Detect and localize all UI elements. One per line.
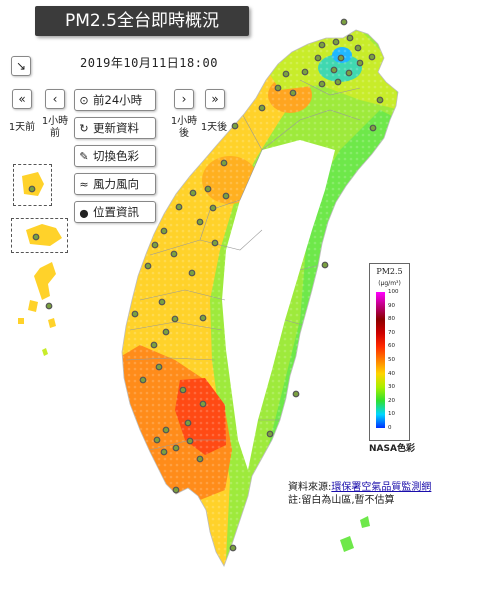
tool-label: 風力風向 <box>93 177 139 191</box>
refresh-data-button[interactable]: ↻ 更新資料 <box>74 117 156 139</box>
next-day-button[interactable]: » <box>205 89 225 109</box>
tool-label: 切換色彩 <box>93 149 139 163</box>
source-prefix: 資料來源: <box>288 482 332 493</box>
color-scale-name: NASA色彩 <box>369 444 415 454</box>
current-datetime: 2019年10月11日18:00 <box>80 56 218 70</box>
legend-tick: 10 <box>388 411 395 418</box>
next-hour-label: 1小時後 <box>170 116 198 139</box>
pm25-legend: PM2.5 (μg/m³) 100 90 80 70 60 50 40 30 20 10 0 <box>369 263 410 441</box>
tool-label: 位置資訊 <box>93 205 139 219</box>
legend-tick: 30 <box>388 384 395 391</box>
legend-tick: 100 <box>388 289 399 295</box>
legend-tick: 60 <box>388 343 395 350</box>
tool-label: 更新資料 <box>93 121 139 135</box>
legend-color-bar <box>376 292 385 428</box>
previous-24-hours-button[interactable]: ⊙ 前24小時 <box>74 89 156 111</box>
data-source: 資料來源:環保署空氣品質監測網 註:留白為山區,暫不估算 <box>288 481 431 507</box>
wind-direction-button[interactable]: ≈ 風力風向 <box>74 173 156 195</box>
clock-icon: ⊙ <box>79 94 89 107</box>
legend-tick: 50 <box>388 357 395 363</box>
next-hour-button[interactable]: › <box>174 89 194 109</box>
switch-colors-button[interactable]: ✎ 切換色彩 <box>74 145 156 167</box>
prev-hour-button[interactable]: ‹ <box>45 89 65 109</box>
legend-title: PM2.5 <box>376 267 403 276</box>
tool-label: 前24小時 <box>93 93 143 107</box>
source-note: 註:留白為山區,暫不估算 <box>288 495 395 506</box>
legend-tick: 0 <box>388 425 392 431</box>
location-pin-icon: ⬤ <box>79 209 89 218</box>
legend-tick: 80 <box>388 316 395 323</box>
legend-tick: 20 <box>388 397 395 404</box>
brush-icon: ✎ <box>79 150 89 163</box>
prev-hour-label: 1小時前 <box>41 116 69 139</box>
expand-arrow-icon[interactable]: ↘ <box>11 56 31 76</box>
refresh-icon: ↻ <box>79 122 89 135</box>
location-info-button[interactable]: ⬤ 位置資訊 <box>74 201 156 223</box>
legend-tick: 70 <box>388 329 395 336</box>
prev-day-label: 1天前 <box>8 122 36 133</box>
kinmen-inset[interactable] <box>11 218 68 253</box>
matsu-inset[interactable] <box>13 164 52 206</box>
source-link[interactable]: 環保署空氣品質監測網 <box>331 482 432 493</box>
legend-unit: (μg/m³) <box>378 280 401 287</box>
page-title: PM2.5全台即時概況 <box>35 6 249 36</box>
next-day-label: 1天後 <box>200 122 228 133</box>
wind-icon: ≈ <box>79 178 89 191</box>
prev-day-button[interactable]: « <box>12 89 32 109</box>
legend-tick: 90 <box>388 302 395 309</box>
legend-tick: 40 <box>388 370 395 377</box>
